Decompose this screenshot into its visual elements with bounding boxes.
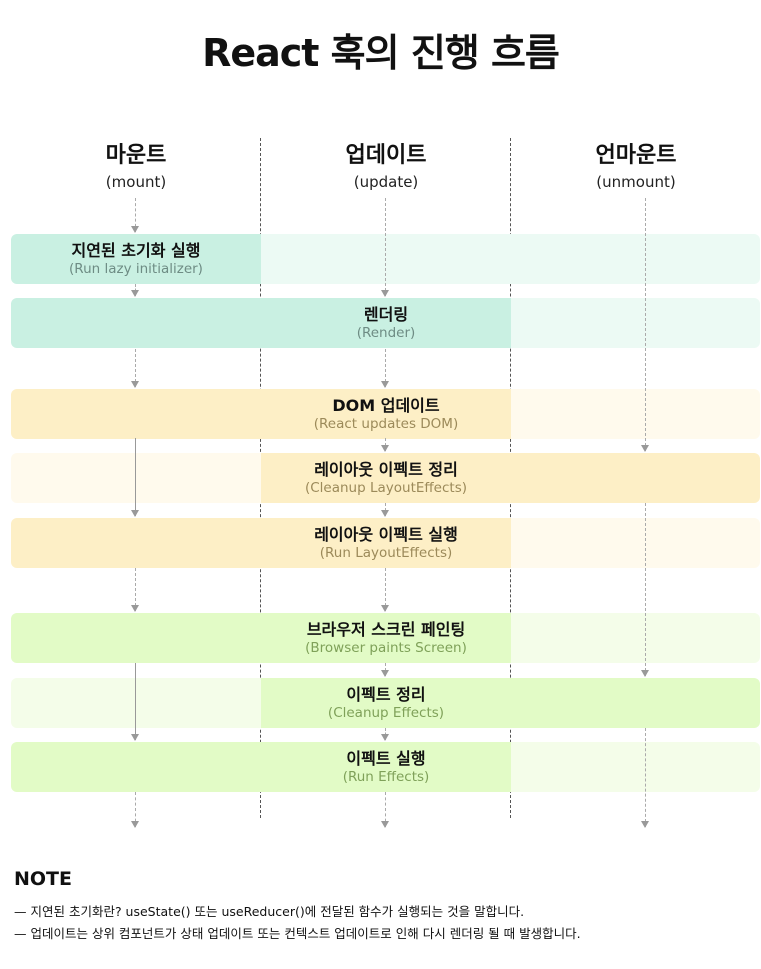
flow-arrow <box>381 568 389 612</box>
step-segment <box>511 234 760 284</box>
note-line: — 지연된 초기화란? useState() 또는 useReducer()에 … <box>14 904 525 919</box>
flow-arrow <box>381 728 389 741</box>
step-segment <box>11 298 261 348</box>
step-label: 브라우저 스크린 페인팅 (Browser paints Screen) <box>261 613 511 663</box>
step-segment <box>261 389 511 439</box>
flow-arrow <box>381 438 389 452</box>
step-title: 이펙트 실행 <box>346 748 426 768</box>
step-segment <box>261 518 511 568</box>
step-segment <box>261 678 511 728</box>
column-subtitle: (mount) <box>105 173 167 191</box>
flow-arrow <box>641 198 649 452</box>
flow-step: 렌더링 (Render) <box>11 298 760 348</box>
step-title: 지연된 초기화 실행 <box>71 240 201 260</box>
flow-arrow <box>641 728 649 828</box>
flow-arrow <box>381 792 389 828</box>
page-title: React 훅의 진행 흐름 <box>202 31 560 75</box>
column-title: 언마운트 <box>595 143 677 168</box>
column-title: 업데이트 <box>345 143 427 168</box>
flow-arrow <box>131 568 139 612</box>
step-segment <box>511 389 760 439</box>
step-title: DOM 업데이트 <box>332 395 440 415</box>
step-label: 렌더링 (Render) <box>261 298 511 348</box>
step-segment <box>261 742 511 792</box>
step-subtitle: (Run lazy initializer) <box>69 260 203 277</box>
column-subtitle: (unmount) <box>596 173 676 191</box>
flow-arrow <box>131 198 139 233</box>
step-subtitle: (Browser paints Screen) <box>305 639 467 656</box>
flow-arrow <box>131 792 139 828</box>
step-title: 레이아웃 이펙트 정리 <box>314 459 458 479</box>
step-segment <box>511 453 760 503</box>
step-subtitle: (Cleanup Effects) <box>327 704 445 721</box>
flow-arrow <box>641 503 649 677</box>
step-segment <box>261 234 511 284</box>
step-segment <box>11 613 261 663</box>
flow-step: 레이아웃 이펙트 실행 (Run LayoutEffects) <box>11 518 760 568</box>
step-title: 레이아웃 이펙트 실행 <box>314 524 458 544</box>
step-segment <box>511 742 760 792</box>
step-segment <box>261 613 511 663</box>
column-header-unmount: 언마운트 (unmount) <box>511 0 761 191</box>
step-segment <box>261 453 511 503</box>
step-subtitle: (React updates DOM) <box>313 415 459 432</box>
step-label: 지연된 초기화 실행 (Run lazy initializer) <box>11 234 261 284</box>
flow-arrow <box>131 284 139 297</box>
flow-step: 지연된 초기화 실행 (Run lazy initializer) <box>11 234 760 284</box>
step-segment <box>11 678 261 728</box>
step-segment <box>511 678 760 728</box>
step-label: DOM 업데이트 (React updates DOM) <box>261 389 511 439</box>
step-subtitle: (Run LayoutEffects) <box>319 544 453 561</box>
step-label: 레이아웃 이펙트 실행 (Run LayoutEffects) <box>261 518 511 568</box>
step-segment <box>11 453 261 503</box>
step-segment <box>11 518 261 568</box>
flow-arrow <box>381 663 389 677</box>
step-segment <box>261 298 511 348</box>
step-segment <box>511 613 760 663</box>
column-header-mount: 마운트 (mount) <box>11 0 261 191</box>
column-title: 마운트 <box>105 143 167 168</box>
step-title: 브라우저 스크린 페인팅 <box>306 619 466 639</box>
step-segment <box>11 389 261 439</box>
step-title: 이펙트 정리 <box>346 684 426 704</box>
flow-step: 브라우저 스크린 페인팅 (Browser paints Screen) <box>11 613 760 663</box>
note-line: — 업데이트는 상위 컴포넌트가 상태 업데이트 또는 컨텍스트 업데이트로 인… <box>14 926 581 941</box>
flow-step: 이펙트 실행 (Run Effects) <box>11 742 760 792</box>
step-label: 이펙트 정리 (Cleanup Effects) <box>261 678 511 728</box>
step-subtitle: (Cleanup LayoutEffects) <box>304 479 468 496</box>
flow-arrow <box>381 198 389 297</box>
step-label: 레이아웃 이펙트 정리 (Cleanup LayoutEffects) <box>261 453 511 503</box>
step-segment <box>511 518 760 568</box>
flow-arrow <box>131 349 139 388</box>
step-label: 이펙트 실행 (Run Effects) <box>261 742 511 792</box>
flow-arrow <box>131 438 139 517</box>
flow-arrow <box>131 663 139 741</box>
note-title: NOTE <box>14 868 72 890</box>
step-segment <box>11 742 261 792</box>
column-header-update: 업데이트 (update) <box>261 0 511 191</box>
flow-step: DOM 업데이트 (React updates DOM) <box>11 389 760 439</box>
flow-step: 이펙트 정리 (Cleanup Effects) <box>11 678 760 728</box>
step-segment <box>11 234 261 284</box>
flow-arrow <box>381 503 389 517</box>
step-segment <box>511 298 760 348</box>
step-title: 렌더링 <box>363 304 409 324</box>
column-subtitle: (update) <box>353 173 419 191</box>
flow-arrow <box>381 349 389 388</box>
flow-step: 레이아웃 이펙트 정리 (Cleanup LayoutEffects) <box>11 453 760 503</box>
step-subtitle: (Run Effects) <box>342 768 430 785</box>
step-subtitle: (Render) <box>356 324 416 341</box>
